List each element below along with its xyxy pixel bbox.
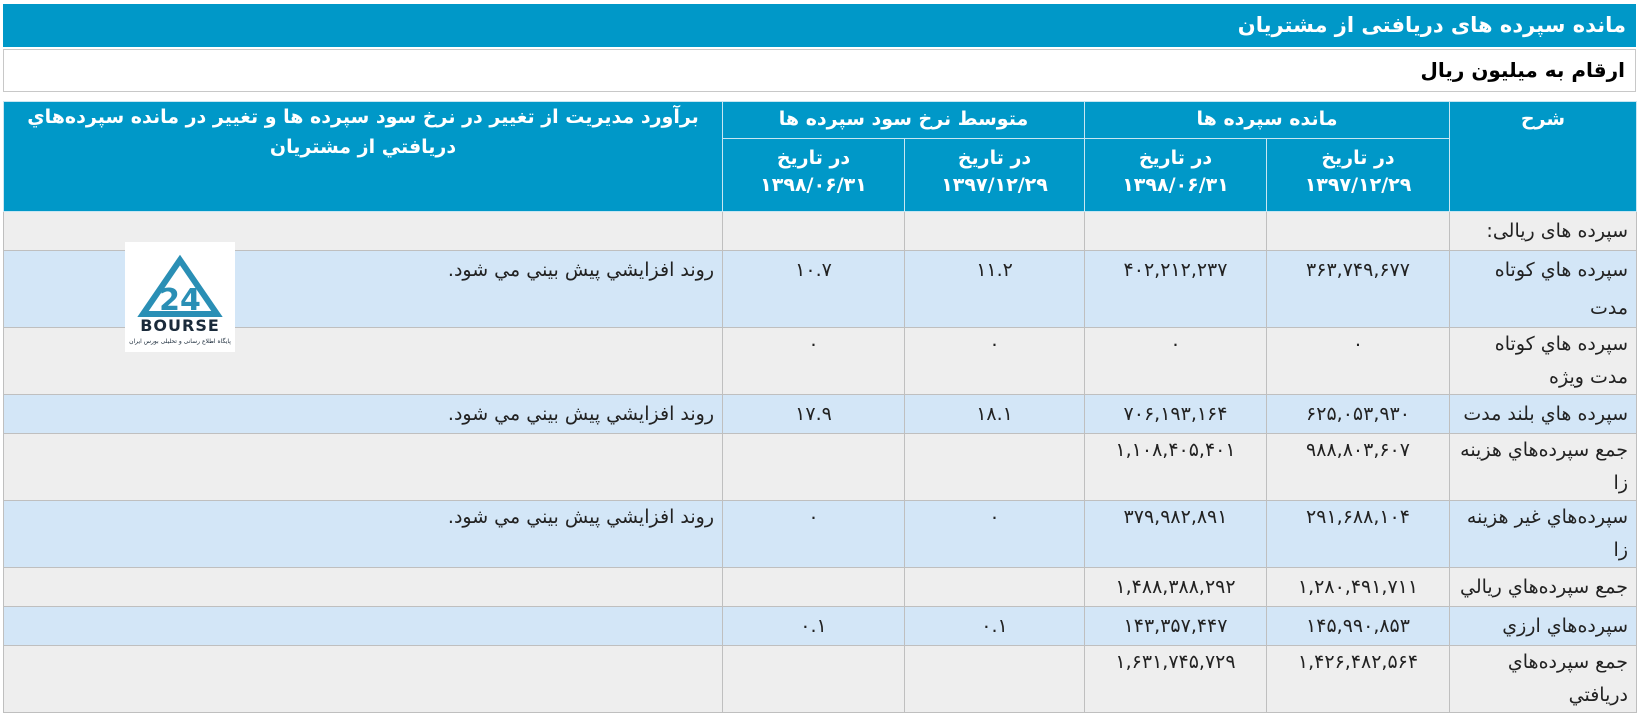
cell-balance-1: ۱,۴۲۶,۴۸۲,۵۶۴	[1266, 645, 1451, 713]
cell-management	[3, 606, 723, 646]
cell-rate-1	[904, 211, 1086, 251]
date-value: ۱۳۹۸/۰۶/۳۱	[760, 174, 867, 196]
table-row: جمع سپرده‌هاي ريالي ۱,۲۸۰,۴۹۱,۷۱۱ ۱,۴۸۸,…	[3, 567, 1638, 607]
header-rate-date-1: در تاریخ ۱۳۹۷/۱۲/۲۹	[904, 138, 1086, 212]
cell-balance-2: ۱,۱۰۸,۴۰۵,۴۰۱	[1084, 433, 1268, 501]
cell-management	[3, 567, 723, 607]
cell-description: جمع سپرده‌هاي هزينه زا	[1449, 433, 1638, 501]
cell-balance-2	[1084, 211, 1268, 251]
cell-rate-1: ۰.۱	[904, 606, 1086, 646]
date-label: در تاریخ	[776, 147, 851, 169]
header-management: برآورد مدیریت از تغییر در نرخ سود سپرده …	[3, 101, 723, 212]
cell-balance-2: ۱,۶۳۱,۷۴۵,۷۲۹	[1084, 645, 1268, 713]
cell-rate-1	[904, 645, 1086, 713]
date-label: در تاریخ	[1138, 147, 1213, 169]
cell-management	[3, 645, 723, 713]
header-description: شرح	[1449, 101, 1638, 212]
units-note: ارقام به میلیون ریال	[3, 49, 1636, 92]
cell-description: سپرده های ریالی:	[1449, 211, 1638, 251]
cell-balance-1: ۹۸۸,۸۰۳,۶۰۷	[1266, 433, 1451, 501]
cell-description: سپرده هاي بلند مدت	[1449, 394, 1638, 434]
date-label: در تاریخ	[957, 147, 1032, 169]
cell-description: جمع سپرده‌هاي دريافتي	[1449, 645, 1638, 713]
table-row: سپرده‌هاي غير هزينه زا ۲۹۱,۶۸۸,۱۰۴ ۳۷۹,۹…	[3, 500, 1638, 568]
date-value: ۱۳۹۸/۰۶/۳۱	[1122, 174, 1229, 196]
bourse24-logo-icon: 24 BOURSE پایگاه اطلاع رسانی و تحلیلی بو…	[125, 242, 235, 352]
cell-management	[3, 327, 723, 395]
logo-mark: 24	[159, 283, 201, 318]
cell-balance-1: ۱,۲۸۰,۴۹۱,۷۱۱	[1266, 567, 1451, 607]
table-row: جمع سپرده‌هاي دريافتي ۱,۴۲۶,۴۸۲,۵۶۴ ۱,۶۳…	[3, 645, 1638, 713]
cell-rate-2	[721, 567, 906, 607]
cell-rate-1	[904, 433, 1086, 501]
cell-management: روند افزايشي پيش بيني مي شود.	[3, 500, 723, 568]
page-title: مانده سپرده های دریافتی از مشتریان	[3, 4, 1636, 47]
cell-description: سپرده هاي کوتاه مدت ويژه	[1449, 327, 1638, 395]
table-row: سپرده های ریالی:	[3, 211, 1638, 251]
table-row: سپرده هاي کوتاه مدت ۳۶۳,۷۴۹,۶۷۷ ۴۰۲,۲۱۲,…	[3, 250, 1638, 328]
cell-description: سپرده‌هاي غير هزينه زا	[1449, 500, 1638, 568]
header-balance-date-2: در تاریخ ۱۳۹۸/۰۶/۳۱	[1084, 138, 1268, 212]
cell-rate-1: ۱۱.۲	[904, 250, 1086, 328]
header-row-1: شرح مانده سپرده ها متوسط نرخ سود سپرده ه…	[3, 101, 1638, 212]
cell-rate-1: ۰	[904, 500, 1086, 568]
header-balance-group: مانده سپرده ها	[1084, 101, 1451, 139]
table-row: سپرده‌هاي ارزي ۱۴۵,۹۹۰,۸۵۳ ۱۴۳,۳۵۷,۴۴۷ ۰…	[3, 606, 1638, 646]
cell-management: روند افزايشي پيش بيني مي شود.	[3, 394, 723, 434]
cell-balance-2: ۱۴۳,۳۵۷,۴۴۷	[1084, 606, 1268, 646]
table-row: جمع سپرده‌هاي هزينه زا ۹۸۸,۸۰۳,۶۰۷ ۱,۱۰۸…	[3, 433, 1638, 501]
header-rate-group: متوسط نرخ سود سپرده ها	[721, 101, 1086, 139]
cell-balance-1: ۳۶۳,۷۴۹,۶۷۷	[1266, 250, 1451, 328]
cell-balance-1	[1266, 211, 1451, 251]
cell-rate-2	[721, 211, 906, 251]
cell-description: سپرده هاي کوتاه مدت	[1449, 250, 1638, 328]
cell-balance-2: ۷۰۶,۱۹۳,۱۶۴	[1084, 394, 1268, 434]
cell-balance-1: ۶۲۵,۰۵۳,۹۳۰	[1266, 394, 1451, 434]
header-row-2: در تاریخ ۱۳۹۷/۱۲/۲۹ در تاریخ ۱۳۹۸/۰۶/۳۱ در…	[4, 138, 1637, 212]
cell-rate-2	[721, 645, 906, 713]
logo-wordmark: BOURSE	[140, 316, 220, 335]
bourse24-logo-svg: 24 BOURSE پایگاه اطلاع رسانی و تحلیلی بو…	[129, 254, 231, 345]
cell-rate-1: ۱۸.۱	[904, 394, 1086, 434]
cell-rate-2: ۱۷.۹	[721, 394, 906, 434]
cell-rate-2	[721, 433, 906, 501]
cell-management: روند افزايشي پيش بيني مي شود.	[3, 250, 723, 328]
cell-balance-1: ۰	[1266, 327, 1451, 395]
cell-balance-2: ۴۰۲,۲۱۲,۲۳۷	[1084, 250, 1268, 328]
cell-rate-2: ۰.۱	[721, 606, 906, 646]
date-label: در تاریخ	[1321, 147, 1395, 169]
cell-rate-2: ۰	[721, 500, 906, 568]
cell-rate-2: ۱۰.۷	[721, 250, 906, 328]
logo-caption: پایگاه اطلاع رسانی و تحلیلی بورس ایران	[129, 337, 231, 345]
cell-management	[3, 211, 723, 251]
date-value: ۱۳۹۷/۱۲/۲۹	[941, 174, 1048, 196]
cell-description: سپرده‌هاي ارزي	[1449, 606, 1638, 646]
cell-rate-1	[904, 567, 1086, 607]
logo-triangle	[137, 254, 223, 317]
table-row: سپرده هاي کوتاه مدت ويژه ۰ ۰ ۰ ۰	[3, 327, 1638, 395]
cell-balance-2: ۳۷۹,۹۸۲,۸۹۱	[1084, 500, 1268, 568]
cell-balance-1: ۲۹۱,۶۸۸,۱۰۴	[1266, 500, 1451, 568]
table-row: سپرده هاي بلند مدت ۶۲۵,۰۵۳,۹۳۰ ۷۰۶,۱۹۳,۱…	[3, 394, 1638, 434]
cell-balance-2: ۱,۴۸۸,۳۸۸,۲۹۲	[1084, 567, 1268, 607]
header-rate-date-2: در تاریخ ۱۳۹۸/۰۶/۳۱	[721, 138, 906, 212]
cell-balance-1: ۱۴۵,۹۹۰,۸۵۳	[1266, 606, 1451, 646]
cell-rate-2: ۰	[721, 327, 906, 395]
date-value: ۱۳۹۷/۱۲/۲۹	[1304, 174, 1412, 196]
cell-rate-1: ۰	[904, 327, 1086, 395]
header-balance-date-1: در تاریخ ۱۳۹۷/۱۲/۲۹	[1266, 138, 1451, 212]
cell-balance-2: ۰	[1084, 327, 1268, 395]
cell-management	[3, 433, 723, 501]
deposits-table: شرح مانده سپرده ها متوسط نرخ سود سپرده ه…	[3, 101, 1638, 713]
cell-description: جمع سپرده‌هاي ريالي	[1449, 567, 1638, 607]
